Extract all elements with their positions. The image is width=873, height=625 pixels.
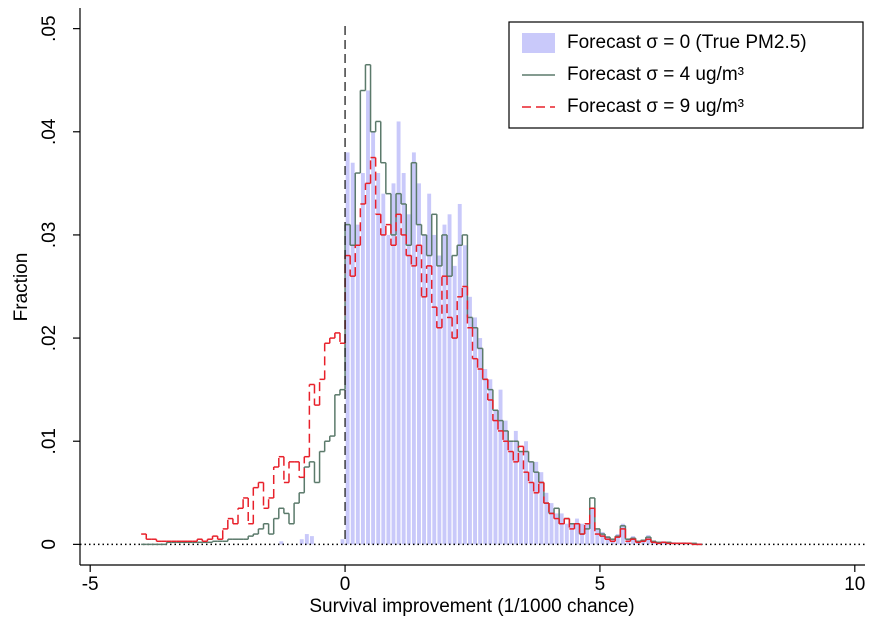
legend-box <box>508 21 864 129</box>
y-axis-label: Fraction <box>11 253 32 322</box>
histogram-bar <box>554 513 559 545</box>
histogram-bar <box>401 173 406 545</box>
histogram-bar <box>417 183 421 545</box>
legend-swatch <box>522 33 555 53</box>
plot-area <box>80 26 865 546</box>
histogram-bar <box>468 296 472 545</box>
x-tick-label: 5 <box>595 574 606 595</box>
histogram-bar <box>544 492 549 545</box>
y-tick-label: .01 <box>39 428 60 454</box>
histogram-bar <box>488 379 493 545</box>
legend-label: Forecast σ = 4 ug/m³ <box>567 64 744 85</box>
histogram-bar <box>534 461 539 545</box>
histogram-bar <box>524 441 528 545</box>
histogram-bar <box>483 369 488 545</box>
histogram-bar <box>620 523 625 545</box>
x-tick-label: -5 <box>82 574 99 595</box>
y-tick-label: .05 <box>39 15 60 41</box>
histogram-bar <box>564 523 569 545</box>
histogram-bar <box>585 523 590 545</box>
histogram-bar <box>615 534 620 545</box>
step-riser <box>165 64 698 545</box>
histogram-bar <box>432 234 437 545</box>
y-tick-label: .04 <box>39 118 60 145</box>
histogram-bar <box>391 183 396 545</box>
histogram-bar <box>442 224 447 545</box>
histogram-bar <box>371 131 376 545</box>
histogram-bar <box>279 541 284 545</box>
histogram-bar <box>396 121 401 545</box>
histogram-bar <box>406 214 411 545</box>
y-tick-label: .03 <box>39 222 60 248</box>
legend-label: Forecast σ = 0 (True PM2.5) <box>567 32 807 53</box>
histogram-bar <box>411 152 416 545</box>
histogram-bar <box>452 265 457 545</box>
histogram-bar <box>549 503 554 545</box>
histogram-bar <box>437 255 442 545</box>
histogram-bar <box>503 420 508 545</box>
y-tick-label: 0 <box>39 539 60 550</box>
histogram-bar <box>641 540 646 545</box>
histogram-bar <box>559 513 564 545</box>
histogram-bar <box>595 528 600 545</box>
histogram-bar <box>575 518 579 545</box>
histogram-bar <box>478 338 483 545</box>
histogram-bar <box>513 430 518 545</box>
histogram-bar <box>355 224 360 545</box>
histogram-bar <box>360 173 365 545</box>
histogram-bar <box>473 317 477 545</box>
histogram-bar <box>309 536 314 545</box>
histogram-bar <box>345 152 350 545</box>
histogram-bar <box>381 193 386 545</box>
histogram-bar <box>529 461 534 545</box>
histogram-bar <box>350 162 355 545</box>
histogram-bar <box>457 203 462 545</box>
legend-label: Forecast σ = 9 ug/m³ <box>567 96 744 117</box>
histogram-bar <box>427 193 432 545</box>
histogram-bar <box>366 90 370 545</box>
step-riser <box>145 157 693 545</box>
histogram-bar <box>498 389 503 545</box>
histogram-bar <box>340 539 345 545</box>
histogram-bar <box>590 508 595 545</box>
legend: Forecast σ = 0 (True PM2.5) Forecast σ = … <box>508 21 864 129</box>
histogram-bar <box>447 214 452 545</box>
histogram-bar <box>605 536 610 545</box>
histogram-bar <box>299 539 304 545</box>
y-tick-label: .02 <box>39 325 60 351</box>
histogram-bar <box>508 441 513 545</box>
histogram-bar <box>386 234 391 545</box>
histogram-bar <box>518 451 523 545</box>
x-tick-label: 10 <box>844 574 865 595</box>
histogram-bar <box>462 245 467 545</box>
histogram-bar <box>569 523 574 545</box>
histogram-bar <box>631 536 636 545</box>
histogram-bar <box>304 534 309 545</box>
x-axis-label: Survival improvement (1/1000 chance) <box>309 596 634 617</box>
x-tick-label: 0 <box>340 574 351 595</box>
histogram-bar <box>600 531 605 545</box>
histogram-bar <box>493 410 498 545</box>
histogram-bar <box>422 234 427 545</box>
histogram-bar <box>376 173 381 545</box>
histogram-bar <box>539 472 544 545</box>
